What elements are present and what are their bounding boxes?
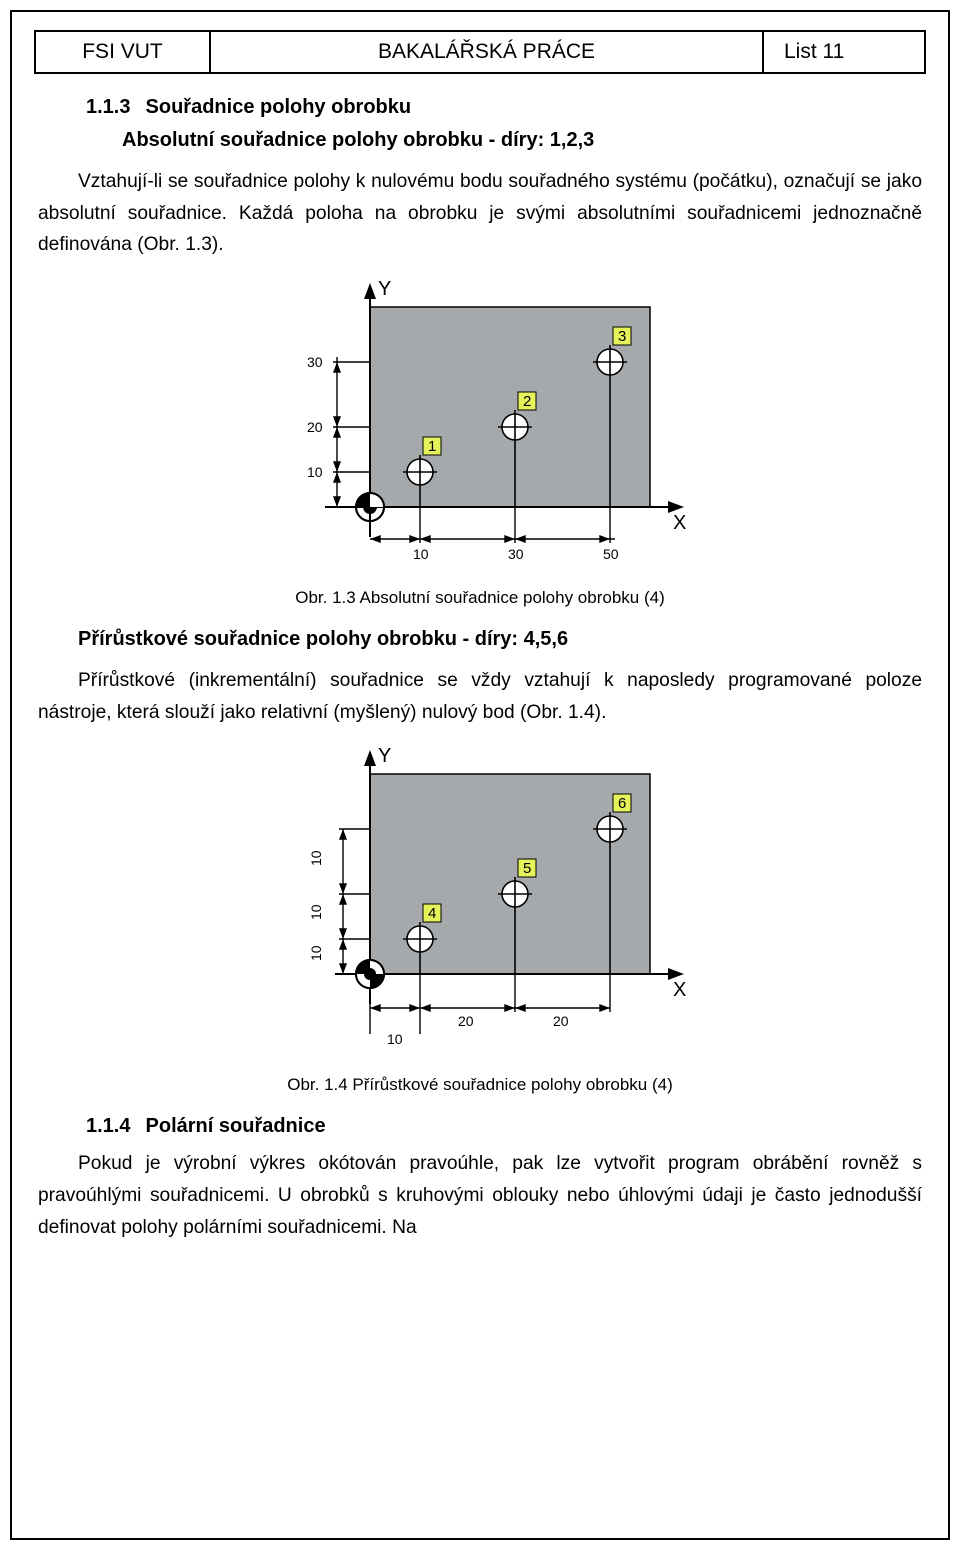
section-heading: 1.1.3 Souřadnice polohy obrobku bbox=[60, 96, 926, 119]
svg-text:Y: Y bbox=[378, 278, 391, 300]
section-number: 1.1.3 bbox=[86, 96, 130, 118]
svg-text:X: X bbox=[673, 512, 686, 534]
svg-text:X: X bbox=[673, 979, 686, 1001]
inc-subheading: Přírůstkové souřadnice polohy obrobku - … bbox=[78, 628, 926, 651]
svg-text:10: 10 bbox=[387, 1031, 403, 1047]
header-institution: FSI VUT bbox=[36, 32, 211, 72]
fig-abs-svg: Y X 10 20 30 bbox=[265, 277, 695, 577]
fig-inc-wrap: Y X 10 10 10 bbox=[34, 744, 926, 1069]
svg-text:2: 2 bbox=[523, 393, 531, 410]
page-frame: FSI VUT BAKALÁŘSKÁ PRÁCE List 11 1.1.3 S… bbox=[10, 10, 950, 1540]
svg-text:10: 10 bbox=[308, 946, 324, 962]
svg-text:4: 4 bbox=[428, 905, 436, 922]
header-page-number: List 11 bbox=[764, 32, 924, 72]
polar-heading: 1.1.4 Polární souřadnice bbox=[60, 1115, 926, 1138]
fig-inc-caption: Obr. 1.4 Přírůstkové souřadnice polohy o… bbox=[34, 1075, 926, 1095]
svg-text:20: 20 bbox=[553, 1013, 569, 1029]
section-title: Souřadnice polohy obrobku bbox=[146, 96, 412, 118]
svg-text:20: 20 bbox=[307, 419, 323, 435]
svg-text:1: 1 bbox=[428, 438, 436, 455]
svg-text:10: 10 bbox=[307, 464, 323, 480]
svg-text:10: 10 bbox=[308, 851, 324, 867]
svg-text:5: 5 bbox=[523, 860, 531, 877]
abs-paragraph: Vztahují-li se souřadnice polohy k nulov… bbox=[38, 166, 922, 261]
inc-paragraph: Přírůstkové (inkrementální) souřadnice s… bbox=[38, 665, 922, 728]
svg-text:10: 10 bbox=[308, 905, 324, 921]
fig-inc-svg: Y X 10 10 10 bbox=[265, 744, 695, 1064]
svg-text:20: 20 bbox=[458, 1013, 474, 1029]
svg-text:6: 6 bbox=[618, 795, 626, 812]
polar-number: 1.1.4 bbox=[86, 1115, 130, 1137]
svg-text:Y: Y bbox=[378, 745, 391, 767]
svg-text:30: 30 bbox=[307, 354, 323, 370]
polar-title: Polární souřadnice bbox=[146, 1115, 326, 1137]
fig-abs-wrap: Y X 10 20 30 bbox=[34, 277, 926, 582]
fig-abs-caption: Obr. 1.3 Absolutní souřadnice polohy obr… bbox=[34, 588, 926, 608]
svg-text:30: 30 bbox=[508, 546, 524, 562]
header-title: BAKALÁŘSKÁ PRÁCE bbox=[211, 32, 764, 72]
abs-subheading: Absolutní souřadnice polohy obrobku - dí… bbox=[122, 129, 926, 152]
svg-text:10: 10 bbox=[413, 546, 429, 562]
svg-text:3: 3 bbox=[618, 328, 626, 345]
page-header: FSI VUT BAKALÁŘSKÁ PRÁCE List 11 bbox=[34, 30, 926, 74]
svg-text:50: 50 bbox=[603, 546, 619, 562]
polar-paragraph: Pokud je výrobní výkres okótován pravoúh… bbox=[38, 1148, 922, 1243]
